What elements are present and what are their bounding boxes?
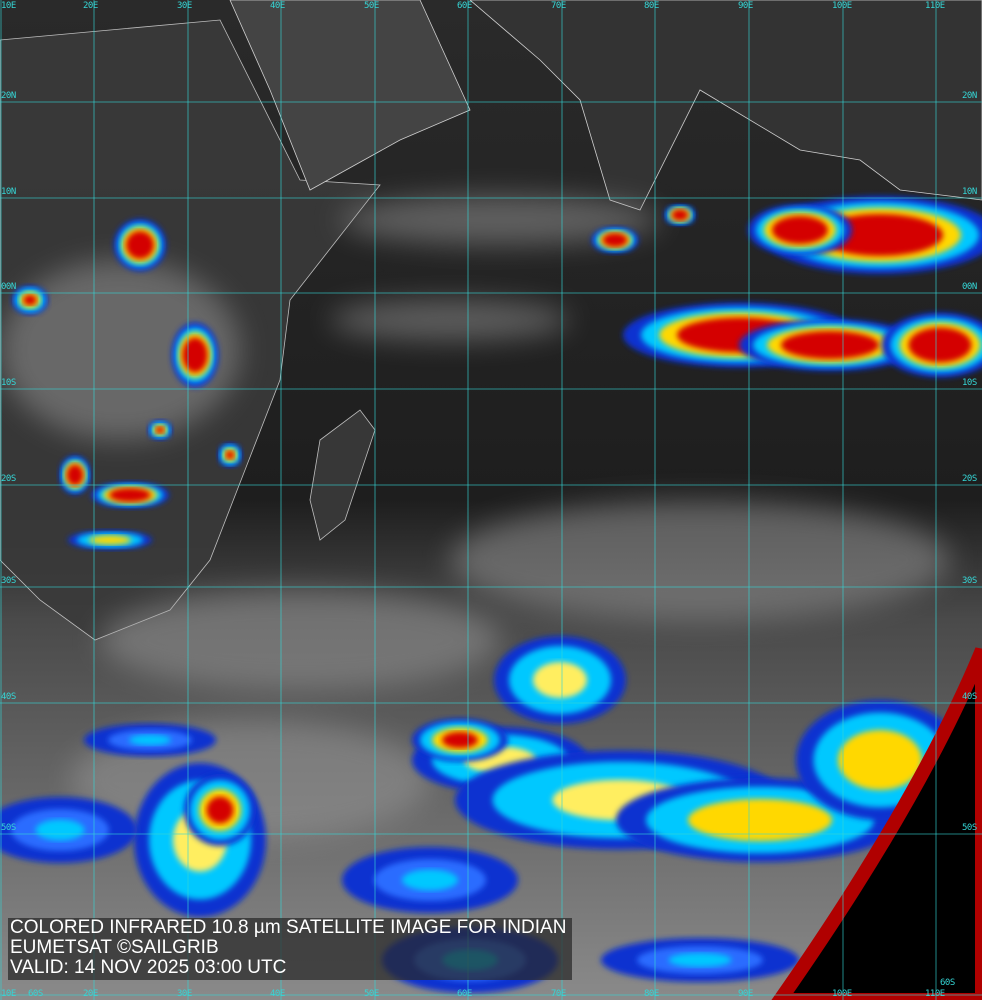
latitude-label-left: 10N: [1, 187, 16, 197]
longitude-label-bottom: 80E: [644, 989, 659, 999]
longitude-label-top: 20E: [83, 1, 98, 11]
longitude-label-top: 70E: [551, 1, 566, 11]
cloud-cell: [225, 450, 235, 460]
longitude-label-bottom: 40E: [270, 989, 285, 999]
earth-limb: [771, 647, 982, 1000]
latitude-label-right: 00N: [962, 282, 977, 292]
longitude-label-bottom: 20E: [83, 989, 98, 999]
latitude-label-left: 20N: [1, 91, 16, 101]
image-caption: COLORED INFRARED 10.8 µm SATELLITE IMAGE…: [8, 917, 573, 980]
cloud-cell: [908, 327, 972, 363]
cloud-cell: [772, 216, 828, 244]
longitude-label-bottom: 60E: [457, 989, 472, 999]
longitude-label-top: 10E: [1, 1, 16, 11]
latitude-label-left: 60S: [28, 989, 43, 999]
latitude-label-right: 30S: [962, 576, 977, 586]
longitude-label-bottom: 100E: [832, 989, 852, 999]
latitude-label-right: 40S: [962, 692, 977, 702]
longitude-label-bottom: 30E: [177, 989, 192, 999]
land-madagascar: [309, 409, 376, 541]
cloud-cell: [602, 233, 628, 247]
cloud-cell: [688, 799, 832, 841]
longitude-label-bottom: 10E: [1, 989, 16, 999]
cloud-cell: [402, 869, 458, 891]
longitude-label-bottom: 90E: [738, 989, 753, 999]
cloud-cell: [533, 662, 587, 698]
longitude-label-top: 60E: [457, 1, 472, 11]
longitude-label-top: 100E: [832, 1, 852, 11]
latitude-label-right: 50S: [962, 823, 977, 833]
cloud-cell: [109, 488, 151, 502]
longitude-label-bottom: 70E: [551, 989, 566, 999]
latitude-label-left: 00N: [1, 282, 16, 292]
cloud-cell: [35, 819, 85, 841]
land-arabia: [229, 0, 471, 191]
longitude-label-top: 110E: [925, 1, 945, 11]
longitude-label-top: 90E: [738, 1, 753, 11]
longitude-label-top: 50E: [364, 1, 379, 11]
cloud-cell: [781, 331, 879, 359]
cloud-cell: [838, 730, 922, 790]
cloud-cell: [668, 953, 732, 967]
longitude-label-top: 80E: [644, 1, 659, 11]
cloud-cell: [129, 734, 171, 746]
cloud-cell: [206, 796, 234, 824]
latitude-label-right: 20S: [962, 474, 977, 484]
latitude-label-left: 30S: [1, 576, 16, 586]
latitude-label-left: 20S: [1, 474, 16, 484]
cloud-cell: [442, 731, 478, 749]
cloud-cell: [671, 209, 689, 221]
longitude-label-top: 40E: [270, 1, 285, 11]
latitude-label-left: 50S: [1, 823, 16, 833]
land-india-asia: [469, 0, 982, 211]
latitude-label-right: 60S: [940, 978, 955, 988]
latitude-label-left: 10S: [1, 378, 16, 388]
longitude-label-top: 30E: [177, 1, 192, 11]
latitude-label-left: 40S: [1, 692, 16, 702]
latitude-label-right: 10S: [962, 378, 977, 388]
caption-valid-time: VALID: 14 NOV 2025 03:00 UTC: [10, 957, 287, 978]
cloud-cell: [66, 464, 84, 486]
caption-source: EUMETSAT ©SAILGRIB: [10, 937, 219, 958]
latitude-label-right: 10N: [962, 187, 977, 197]
cloud-cell: [126, 231, 154, 259]
cloud-cell: [89, 535, 131, 545]
cloud-cell: [155, 426, 165, 434]
cloud-cell: [182, 337, 208, 373]
latitude-label-right: 20N: [962, 91, 977, 101]
cloud-cell: [23, 294, 37, 306]
longitude-label-bottom: 110E: [925, 989, 945, 999]
caption-title: COLORED INFRARED 10.8 µm SATELLITE IMAGE…: [10, 917, 567, 938]
gray-clouds: [0, 195, 950, 840]
longitude-label-bottom: 50E: [364, 989, 379, 999]
